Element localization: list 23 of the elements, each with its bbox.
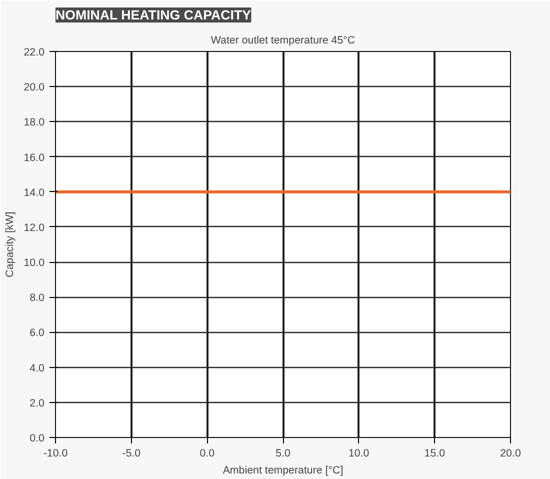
chart-title: NOMINAL HEATING CAPACITY	[56, 8, 252, 22]
x-tick-label: -10.0	[43, 448, 68, 460]
x-tick-label: 15.0	[424, 448, 446, 460]
x-tick-label: 0.0	[200, 448, 215, 460]
y-tick-label: 10.0	[24, 257, 45, 270]
y-axis-title: Capacity [kW]	[4, 212, 16, 278]
y-tick-label: 12.0	[24, 222, 45, 234]
y-tick-label: 8.0	[30, 292, 45, 304]
x-axis-title: Ambient temperature [°C]	[222, 464, 344, 476]
y-tick-label: 14.0	[24, 186, 45, 199]
chart-subtitle: Water outlet temperature 45°C	[210, 34, 356, 46]
x-tick-label: 10.0	[348, 448, 370, 460]
x-tick-label: -5.0	[122, 448, 141, 460]
x-tick-label: 5.0	[276, 448, 290, 460]
y-tick-label: 6.0	[30, 327, 45, 340]
y-tick-label: 4.0	[30, 362, 45, 374]
y-tick-label: 16.0	[24, 152, 45, 164]
y-tick-label: 22.0	[24, 46, 45, 58]
y-tick-label: 0.0	[30, 432, 45, 444]
y-tick-label: 18.0	[24, 116, 45, 129]
y-tick-label: 20.0	[24, 82, 45, 94]
y-tick-label: 2.0	[30, 397, 45, 410]
x-tick-label: 20.0	[500, 448, 521, 460]
